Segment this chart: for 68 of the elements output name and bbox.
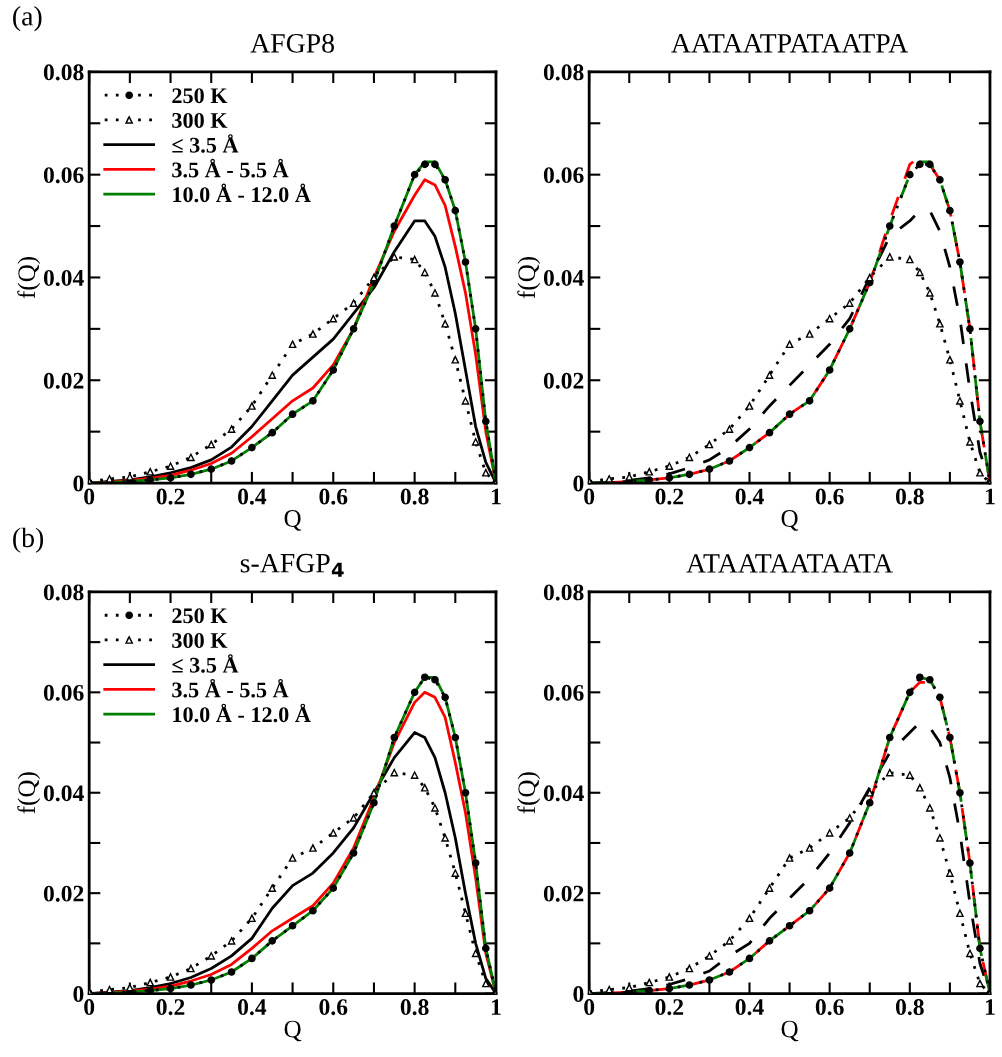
x-tick-label: 0.6 [319, 999, 348, 1016]
y-tick-label: 0.04 [43, 269, 84, 286]
y-tick-label: 0.08 [543, 584, 584, 601]
y-tick-label: 0.06 [543, 167, 584, 184]
legend-label: 300 K [172, 112, 228, 128]
text: (a) [13, 6, 42, 32]
legend-label: 3.5 Å - 5.5 Å [172, 158, 289, 178]
y-tick-label: 0.04 [543, 785, 584, 802]
x-tick-label: 1 [985, 488, 995, 505]
x-tick-label: 0.4 [238, 999, 267, 1016]
chart-title: s-AFGP$_{4}$ [240, 553, 344, 577]
x-tick-label: 0.2 [156, 488, 185, 505]
x-tick-label: 0.8 [895, 999, 924, 1016]
y-tick-label: 0.08 [43, 584, 84, 601]
x-axis-title: Q [284, 1020, 302, 1042]
x-tick-label: 1 [491, 999, 501, 1015]
x-axis-title: Q [781, 1020, 799, 1042]
x-tick-label: 0.8 [895, 488, 924, 505]
legend-label: 250 K [172, 608, 228, 624]
legend-label: 300 K [172, 632, 228, 648]
y-tick-label: 0 [73, 986, 84, 1002]
y-tick-label: 0.02 [43, 372, 84, 389]
y-tick-label: 0.06 [43, 684, 84, 701]
legend-label: 10.0 Å - 12.0 Å [173, 703, 311, 723]
x-tick-label: 1 [985, 999, 995, 1015]
x-tick-label: 0.6 [319, 488, 348, 505]
y-tick-label: 0.08 [543, 64, 584, 81]
y-axis-title: f(Q) [517, 257, 541, 299]
x-tick-label: 0.2 [655, 999, 684, 1016]
x-tick-label: 0.4 [735, 488, 764, 505]
x-tick-label: 0 [584, 999, 595, 1016]
y-tick-label: 0.06 [43, 167, 84, 184]
y-tick-label: 0.02 [543, 372, 584, 389]
y-tick-label: 0.04 [43, 785, 84, 802]
x-tick-label: 0.4 [735, 999, 764, 1016]
x-tick-label: 0 [584, 488, 595, 505]
y-tick-label: 0 [73, 475, 84, 492]
x-axis-title: Q [781, 510, 799, 531]
legend-label: ≤ 3.5 Å [172, 654, 239, 673]
legend-label: ≤ 3.5 Å [172, 134, 239, 153]
x-tick-label: 0.6 [815, 999, 844, 1016]
y-axis-title: f(Q) [17, 257, 41, 299]
y-axis-title: f(Q) [17, 772, 41, 814]
chart-title: AATAATPATAATPA [671, 34, 909, 53]
legend-label: 3.5 Å - 5.5 Å [172, 678, 289, 698]
x-tick-label: 0.2 [655, 488, 684, 505]
x-tick-label: 0.2 [156, 999, 185, 1016]
x-tick-label: 0 [84, 999, 95, 1016]
y-tick-label: 0 [573, 475, 584, 492]
x-tick-label: 1 [491, 488, 501, 505]
x-tick-label: 0.8 [400, 488, 429, 505]
y-axis-title: f(Q) [517, 772, 541, 814]
x-axis-title: Q [284, 510, 302, 531]
y-tick-label: 0.02 [543, 885, 584, 902]
y-tick-label: 0.08 [43, 64, 84, 81]
text: (b) [13, 527, 44, 553]
x-tick-label: 0.8 [400, 999, 429, 1016]
legend-label: 250 K [172, 88, 228, 104]
chart-title: AFGP8 [250, 33, 334, 53]
chart-title: ATAATAATAATA [686, 554, 893, 573]
y-tick-label: 0.02 [43, 885, 84, 902]
x-tick-label: 0.4 [238, 488, 267, 505]
y-tick-label: 0.04 [543, 269, 584, 286]
x-tick-label: 0.6 [815, 488, 844, 505]
x-tick-label: 0 [84, 488, 95, 505]
y-tick-label: 0 [573, 986, 584, 1002]
y-tick-label: 0.06 [543, 684, 584, 701]
legend-label: 10.0 Å - 12.0 Å [173, 183, 311, 203]
